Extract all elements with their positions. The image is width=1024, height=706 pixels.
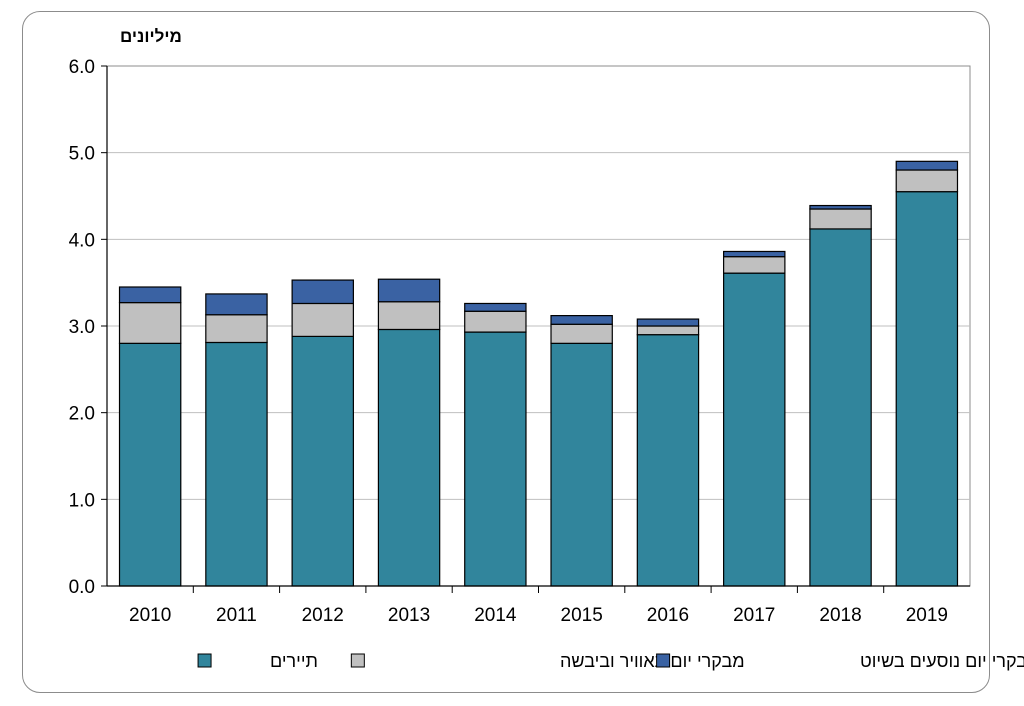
legend-label: מבקרי יום באוויר וביבשה [560,651,745,671]
x-tick-label: 2014 [474,605,517,626]
x-tick-label: 2011 [216,605,257,626]
legend-swatch [197,653,212,668]
bar-segment [464,310,527,333]
bar-segment [377,328,441,587]
bar-segment [636,325,700,336]
bar-segment [895,160,959,171]
x-tick-label: 2012 [302,605,344,626]
bar-segment [291,302,354,338]
legend-label: מבקרי יום נוסעים בשיוט [860,651,1024,671]
bar-segment [118,286,182,304]
bar-segment [809,228,872,587]
bar-segment [205,293,268,316]
x-tick-label: 2016 [647,605,689,626]
bar-segment [464,302,527,312]
bar-segment [291,335,354,587]
bar-segment [895,169,959,193]
x-tick-label: 2017 [733,605,775,626]
x-tick-label: 2010 [129,605,171,626]
bar-segment [118,302,182,344]
y-tick-label: 2.0 [69,404,95,425]
bar-segment [636,334,700,587]
y-tick-labels: 0.0 1.0 2.0 3.0 4.0 5.0 6.0 [69,57,95,598]
y-tick-label: 0.0 [69,577,95,598]
bar-segment [723,250,786,258]
bar-segment [205,314,268,344]
x-tick-label: 2018 [819,605,861,626]
legend-label: תיירים [270,651,318,671]
axes [101,65,970,593]
bar-segment [550,323,613,344]
bar-segment [205,341,268,587]
bar-segment [723,272,786,587]
bar-segment [377,301,441,331]
bar-segment [464,331,527,587]
bar-segment [809,204,872,210]
legend-swatch [656,653,671,668]
unit-label: מיליונים [120,27,182,46]
bar-segment [636,318,700,327]
bar-segment [118,342,182,587]
bar-segment [723,256,786,274]
bars [118,160,959,587]
bar-segment [550,342,613,587]
y-tick-label: 3.0 [69,317,95,338]
x-tick-label: 2013 [388,605,430,626]
x-tick-labels: 2010 2011 2012 2013 2014 2015 2016 2017 2018 2019 [129,605,948,626]
bar-segment [377,278,441,303]
bar-segment [550,315,613,325]
x-tick-label: 2019 [906,605,948,626]
legend-swatch [350,653,365,668]
bar-segment [291,279,354,305]
bar-segment [895,191,959,587]
y-tick-label: 4.0 [69,230,95,251]
legend: תיירים מבקרי יום באוויר וביבשה מבקרי יום נ… [197,651,1024,671]
y-tick-label: 6.0 [69,57,95,78]
y-tick-label: 5.0 [69,144,95,165]
y-tick-label: 1.0 [69,490,95,511]
x-tick-label: 2015 [561,605,603,626]
bar-segment [809,208,872,230]
